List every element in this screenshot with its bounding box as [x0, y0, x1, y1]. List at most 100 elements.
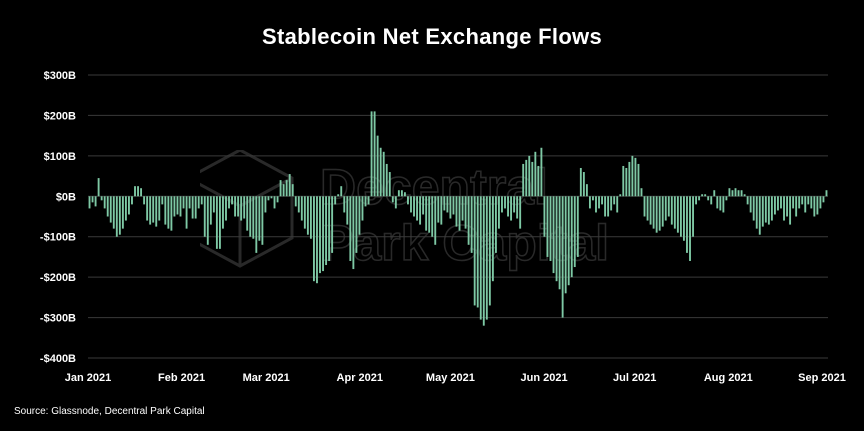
- bar: [425, 196, 428, 231]
- bar: [679, 196, 682, 237]
- bar: [313, 196, 315, 282]
- bar: [461, 196, 464, 221]
- bar: [692, 196, 694, 237]
- bar: [173, 196, 176, 217]
- bar: [452, 196, 455, 215]
- bar: [309, 196, 312, 239]
- bar: [316, 196, 318, 284]
- bar: [488, 196, 491, 306]
- bar: [698, 196, 701, 201]
- bar: [683, 196, 685, 241]
- bar: [770, 196, 773, 221]
- bar: [719, 196, 722, 211]
- bar: [403, 192, 406, 197]
- bar: [570, 196, 573, 278]
- bar: [440, 196, 443, 225]
- bar: [410, 196, 412, 213]
- bar: [100, 196, 103, 201]
- bar: [140, 188, 143, 197]
- bar: [322, 196, 324, 272]
- x-tick-label: Jun 2021: [521, 372, 568, 384]
- bar: [783, 196, 785, 221]
- y-tick-label: $0B: [56, 191, 76, 203]
- bar: [431, 196, 434, 237]
- bar: [628, 161, 631, 197]
- bar: [325, 196, 328, 266]
- bar: [343, 196, 346, 213]
- bar: [182, 196, 185, 209]
- bar: [634, 157, 637, 197]
- bar: [222, 196, 224, 229]
- bar: [616, 196, 619, 213]
- bar: [264, 196, 267, 213]
- bar: [655, 196, 658, 233]
- bar: [388, 172, 391, 197]
- bar: [279, 180, 282, 197]
- y-tick-label: -$400B: [40, 353, 76, 365]
- bar: [658, 196, 661, 231]
- bar: [149, 196, 152, 225]
- bar: [340, 186, 343, 197]
- bar: [282, 184, 285, 197]
- bar: [288, 174, 291, 197]
- bar: [276, 196, 279, 203]
- bar: [200, 196, 203, 205]
- bar: [801, 196, 804, 205]
- bar: [437, 196, 440, 223]
- bar: [664, 196, 667, 221]
- source-note: Source: Glassnode, Decentral Park Capita…: [14, 406, 205, 417]
- bar: [546, 196, 549, 257]
- y-tick-label: -$300B: [40, 313, 76, 325]
- bar: [704, 194, 707, 197]
- bar: [422, 196, 425, 215]
- bar: [737, 190, 740, 197]
- bar: [337, 194, 340, 197]
- bar: [725, 196, 728, 201]
- bar: [498, 196, 500, 229]
- bar: [300, 196, 303, 221]
- bar: [555, 196, 558, 282]
- bar: [740, 190, 743, 197]
- bar: [413, 196, 415, 217]
- bar: [285, 180, 288, 197]
- bar: [695, 196, 698, 205]
- x-tick-label: Aug 2021: [704, 372, 753, 384]
- bar: [643, 196, 646, 217]
- bar: [291, 184, 294, 197]
- bar: [798, 196, 801, 209]
- bar: [443, 196, 446, 211]
- bar: [525, 159, 528, 197]
- bar: [197, 196, 200, 209]
- bar: [598, 196, 600, 209]
- bar: [358, 196, 361, 235]
- bar: [637, 163, 640, 197]
- bar: [103, 196, 106, 209]
- bar: [331, 196, 334, 253]
- bar: [334, 196, 337, 205]
- bar: [137, 186, 139, 197]
- bar: [407, 196, 409, 205]
- bar: [258, 196, 261, 241]
- bar: [261, 196, 264, 245]
- bar: [376, 135, 379, 197]
- bar: [707, 196, 710, 201]
- bar: [215, 196, 218, 249]
- bar: [540, 147, 543, 197]
- bar: [767, 196, 770, 225]
- bar: [773, 196, 776, 215]
- bar: [319, 196, 321, 274]
- bar: [613, 196, 616, 205]
- bar: [124, 196, 127, 221]
- bar: [155, 196, 158, 227]
- bar: [731, 190, 734, 197]
- bar: [170, 196, 173, 231]
- bar: [206, 196, 209, 245]
- bar: [722, 196, 725, 213]
- bar: [576, 196, 579, 257]
- bar: [370, 111, 373, 197]
- bar: [564, 196, 567, 294]
- x-axis-ticks: Jan 2021 Feb 2021 Mar 2021 Apr 2021 May 2021…: [65, 372, 846, 384]
- bar: [191, 196, 194, 219]
- bar: [397, 190, 400, 197]
